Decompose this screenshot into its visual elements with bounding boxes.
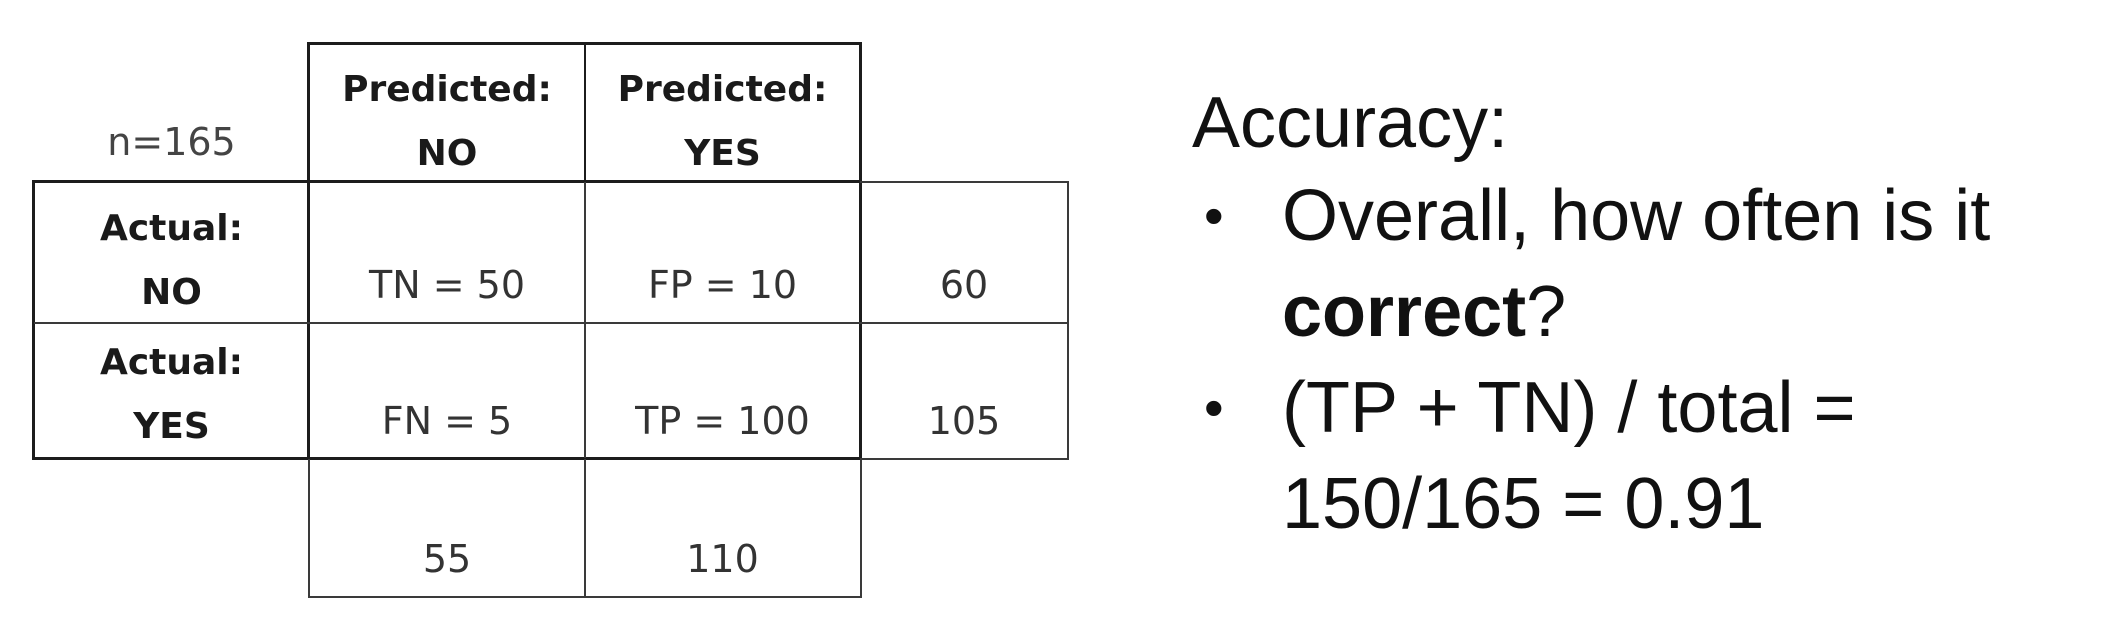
cell-value: FN = 5 <box>381 399 513 443</box>
accuracy-explanation: Accuracy: • Overall, how often is it cor… <box>1192 78 2072 552</box>
sample-size-text: n=165 <box>107 120 236 164</box>
grid-line <box>34 322 860 324</box>
grid-line <box>308 459 310 598</box>
row-total-actual-no: 60 <box>860 183 1068 323</box>
bullet-text: ? <box>1526 272 1567 352</box>
grid-line <box>584 459 586 598</box>
list-item: • (TP + TN) / total = 150/165 = 0.91 <box>1192 360 2072 552</box>
row-total-value: 60 <box>939 263 989 307</box>
row-header-bottom: NO <box>141 272 202 313</box>
sample-size-label: n=165 <box>34 44 309 180</box>
row-header-top: Actual: <box>99 208 244 249</box>
grid-line <box>859 42 862 182</box>
cell-value: TN = 50 <box>369 263 525 307</box>
bullet-icon: • <box>1204 184 1224 247</box>
emphasis-text: correct <box>1282 272 1527 352</box>
grid-line <box>32 457 862 460</box>
cell-true-positive: TP = 100 <box>585 323 860 459</box>
grid-line <box>860 459 862 598</box>
col-total-predicted-yes: 110 <box>585 459 860 597</box>
cell-value: FP = 10 <box>647 263 798 307</box>
bullet-line: 150/165 = 0.91 <box>1282 464 1765 544</box>
col-header-top: Predicted: <box>617 69 828 110</box>
bullet-line: (TP + TN) / total = <box>1282 368 1856 448</box>
col-header-top: Predicted: <box>342 69 552 110</box>
col-header-bottom: YES <box>684 133 761 174</box>
col-total-predicted-no: 55 <box>309 459 585 597</box>
bullet-line: correct? <box>1282 264 2072 360</box>
row-header-top: Actual: <box>99 342 244 383</box>
grid-line <box>1067 181 1069 460</box>
row-total-actual-yes: 105 <box>860 323 1068 459</box>
accuracy-title: Accuracy: <box>1192 83 1509 163</box>
cell-false-negative: FN = 5 <box>309 323 585 459</box>
cell-false-positive: FP = 10 <box>585 183 860 323</box>
confusion-matrix: n=165 Predicted: NO Predicted: YES Actua… <box>32 42 1069 598</box>
grid-line <box>32 180 35 460</box>
col-header-bottom: NO <box>416 133 478 174</box>
grid-line <box>860 181 1069 183</box>
bullet-line: Overall, how often is it <box>1282 176 1991 256</box>
grid-line <box>860 322 1069 324</box>
col-header-predicted-no: Predicted: NO <box>309 44 585 180</box>
bullet-icon: • <box>1204 376 1224 439</box>
col-total-value: 110 <box>686 537 759 581</box>
col-total-value: 55 <box>422 537 472 581</box>
row-total-value: 105 <box>927 399 1001 443</box>
cell-true-negative: TN = 50 <box>309 183 585 323</box>
row-header-actual-no: Actual: NO <box>34 183 309 323</box>
grid-line <box>32 180 862 183</box>
grid-line <box>859 180 862 460</box>
grid-line <box>584 42 586 182</box>
list-item: • Overall, how often is it correct? <box>1192 168 2072 360</box>
col-header-predicted-yes: Predicted: YES <box>585 44 860 180</box>
row-header-bottom: YES <box>133 406 210 447</box>
accuracy-bullet-list: • Overall, how often is it correct? • (T… <box>1192 168 2072 552</box>
grid-line <box>307 42 310 182</box>
grid-line <box>307 180 310 460</box>
cell-value: TP = 100 <box>635 399 810 443</box>
row-header-actual-yes: Actual: YES <box>34 323 309 459</box>
grid-line <box>584 182 586 458</box>
grid-line <box>860 458 1069 460</box>
